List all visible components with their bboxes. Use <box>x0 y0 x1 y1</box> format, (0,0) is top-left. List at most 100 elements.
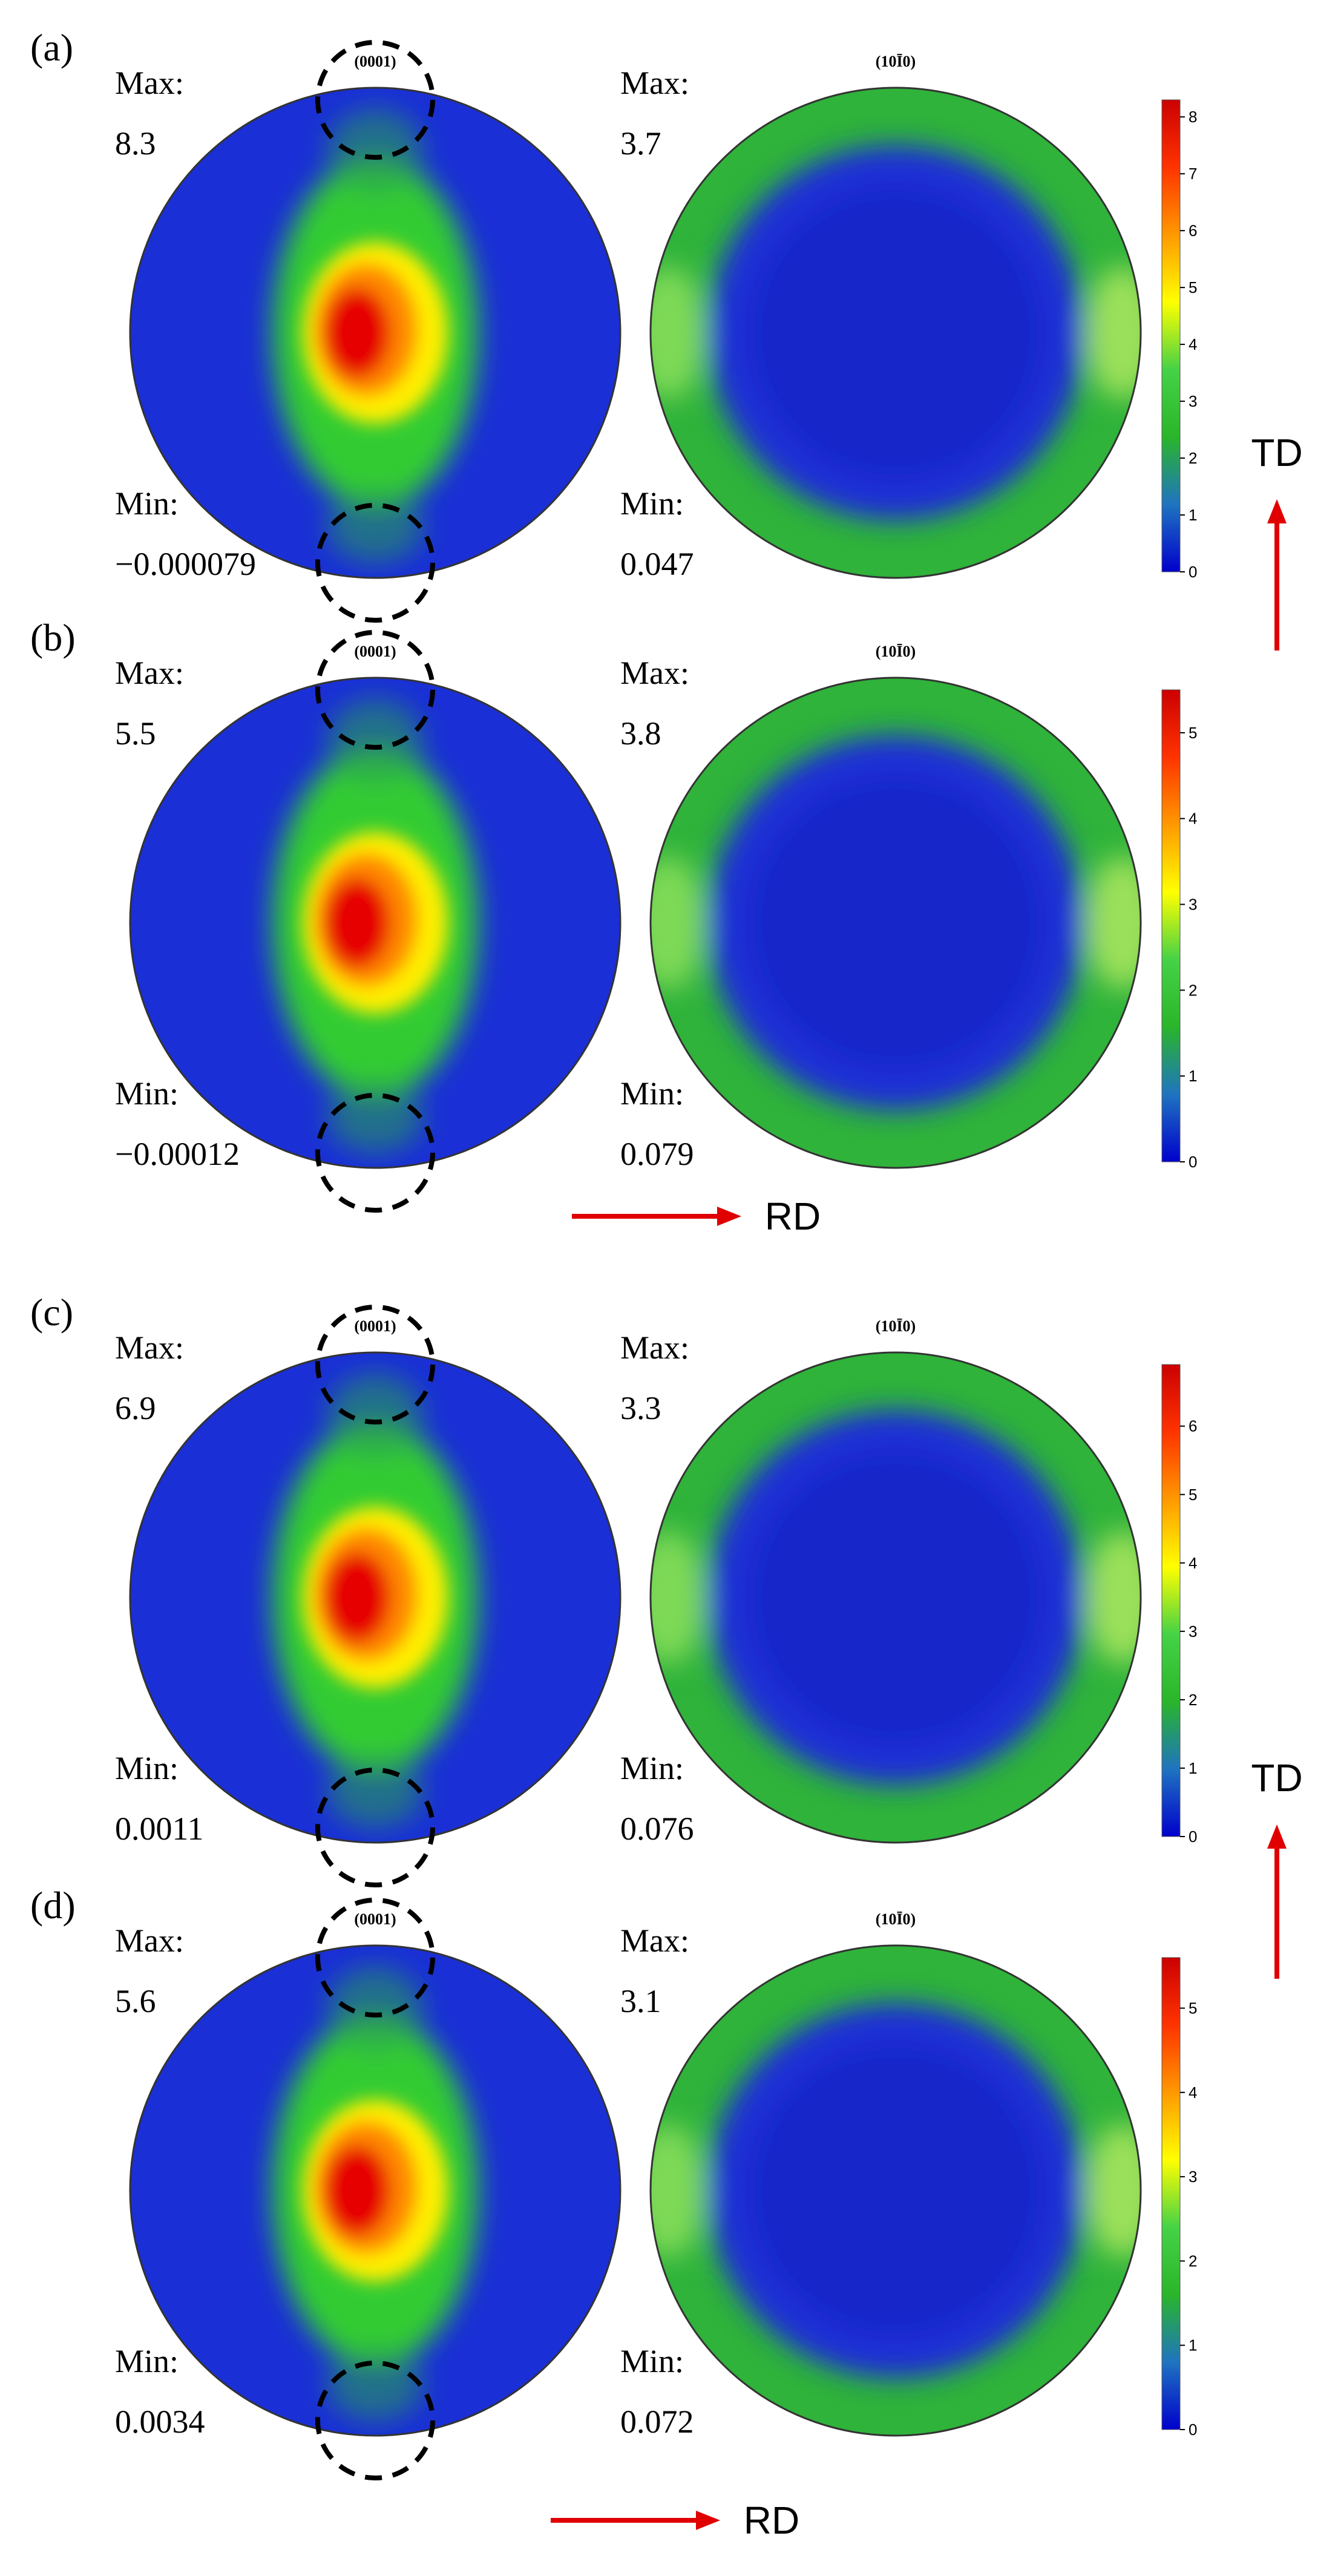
min-label: Min: <box>115 485 179 522</box>
pole-outline <box>129 1944 621 2437</box>
pole-title-10-10: (10Ī0) <box>876 1910 916 1928</box>
dashed-circle-top <box>315 630 435 750</box>
colorbar-tick-label: 6 <box>1189 1417 1197 1435</box>
min-label: Min: <box>115 1750 179 1786</box>
min-value: −0.000079 <box>115 546 256 582</box>
colorbar-tick-label: 1 <box>1189 506 1197 524</box>
intensity-right <box>1086 1531 1141 1664</box>
panel-c: (c) (0001) Max: 6.9 Min: 0.0011 (10Ī0) Max: 3.3 M… <box>30 1291 1197 1887</box>
intensity-core <box>303 832 448 1014</box>
td-arrow: TD <box>1251 431 1303 651</box>
max-value: 3.8 <box>620 715 661 752</box>
rd-arrow-head <box>696 2511 720 2530</box>
panel-label: (c) <box>30 1291 73 1334</box>
pole-outline <box>129 1351 621 1844</box>
pole-title-0001: (0001) <box>354 1317 396 1335</box>
intensity-left <box>651 2124 705 2257</box>
colorbar-tick-label: 3 <box>1189 896 1197 914</box>
colorbar-tick-label: 6 <box>1189 221 1197 240</box>
colorbar-tick-label: 2 <box>1189 449 1197 467</box>
colorbar-tick-label: 0 <box>1189 1827 1197 1846</box>
colorbar-tick-label: 2 <box>1189 981 1197 999</box>
pole-title-10-10: (10Ī0) <box>876 643 916 660</box>
max-value: 5.5 <box>115 715 156 752</box>
rd-arrow: RD <box>572 1195 821 1238</box>
intensity-blobs <box>651 1410 1141 1785</box>
pole-title-0001: (0001) <box>354 53 396 70</box>
pole-title-0001: (0001) <box>354 1910 396 1928</box>
pole-figure-10-10 <box>651 1945 1141 2436</box>
colorbar-tick-label: 4 <box>1189 1554 1197 1572</box>
pole-outline <box>129 87 621 579</box>
pole-outline <box>649 677 1142 1169</box>
colorbar-tick-label: 0 <box>1189 1153 1197 1171</box>
td-arrow: TD <box>1251 1756 1303 1979</box>
pole-title-10-10: (10Ī0) <box>876 1317 916 1335</box>
max-value: 3.3 <box>620 1390 661 1426</box>
colorbar <box>1161 99 1181 572</box>
intensity-blobs <box>651 2003 1141 2378</box>
dashed-circle-bottom <box>315 1093 435 1213</box>
pole-figure-0001 <box>130 88 620 578</box>
intensity-max <box>324 877 390 968</box>
pole-figure-0001 <box>130 1945 620 2436</box>
panel-d: (d) (0001) Max: 5.6 Min: 0.0034 (10Ī0) Max: 3.1 M… <box>30 1884 1197 2480</box>
colorbar-tick-label: 1 <box>1189 1067 1197 1085</box>
pole-figure-10-10 <box>651 1352 1141 1843</box>
panel-label: (a) <box>30 26 73 69</box>
min-value: 0.0011 <box>115 1811 204 1847</box>
td-label: TD <box>1251 431 1302 474</box>
max-label: Max: <box>620 655 689 691</box>
colorbar-tick-label: 5 <box>1189 278 1197 297</box>
colorbar-tick-label: 5 <box>1189 1486 1197 1504</box>
pole-title-0001: (0001) <box>354 643 396 660</box>
intensity-left <box>651 1531 705 1664</box>
colorbar-tick-label: 2 <box>1189 2252 1197 2270</box>
min-label: Min: <box>620 485 684 522</box>
intensity-bottom <box>327 1755 424 1827</box>
max-label: Max: <box>115 655 184 691</box>
intensity-top <box>327 1967 424 2051</box>
intensity-max <box>324 2145 390 2236</box>
colorbar-tick-label: 8 <box>1189 108 1197 126</box>
colorbar-tick-label: 0 <box>1189 2420 1197 2439</box>
rd-arrow-head <box>717 1207 741 1226</box>
min-value: 0.079 <box>620 1136 694 1172</box>
intensity-core <box>303 1507 448 1688</box>
dashed-circle-top <box>315 1898 435 2017</box>
intensity-core-low <box>753 2048 1038 2333</box>
dashed-circle-bottom <box>315 2361 435 2480</box>
dashed-circle-bottom <box>315 503 435 623</box>
intensity-bottom <box>327 2348 424 2420</box>
min-value: 0.0034 <box>115 2404 205 2440</box>
td-arrow-head <box>1267 1824 1287 1849</box>
intensity-left <box>651 856 705 989</box>
colorbar-tick-label: 4 <box>1189 810 1197 828</box>
intensity-right <box>1086 266 1141 399</box>
td-label: TD <box>1251 1756 1302 1800</box>
max-value: 8.3 <box>115 125 156 162</box>
td-arrow-head <box>1267 499 1287 523</box>
intensity-bottom <box>327 490 424 563</box>
max-value: 3.7 <box>620 125 661 162</box>
pole-outline <box>649 1944 1142 2437</box>
panel-b: (b) (0001) Max: 5.5 Min: −0.00012 (10Ī0) Max: 3.… <box>30 616 1197 1213</box>
min-label: Min: <box>115 2343 179 2379</box>
intensity-max <box>324 287 390 378</box>
pole-figure-10-10 <box>651 678 1141 1168</box>
max-label: Max: <box>620 1329 689 1366</box>
rd-label: RD <box>765 1195 821 1238</box>
intensity-blobs <box>651 145 1141 520</box>
max-label: Max: <box>115 1329 184 1366</box>
max-value: 5.6 <box>115 1983 156 2019</box>
colorbar <box>1161 1957 1181 2430</box>
intensity-blobs <box>651 735 1141 1110</box>
colorbar-tick-label: 4 <box>1189 2083 1197 2102</box>
colorbar-tick-label: 7 <box>1189 165 1197 183</box>
pole-figure-0001 <box>130 678 620 1168</box>
colorbar <box>1161 689 1181 1162</box>
intensity-core-low <box>753 1455 1038 1740</box>
intensity-top <box>327 1374 424 1458</box>
intensity-max <box>324 1552 390 1643</box>
